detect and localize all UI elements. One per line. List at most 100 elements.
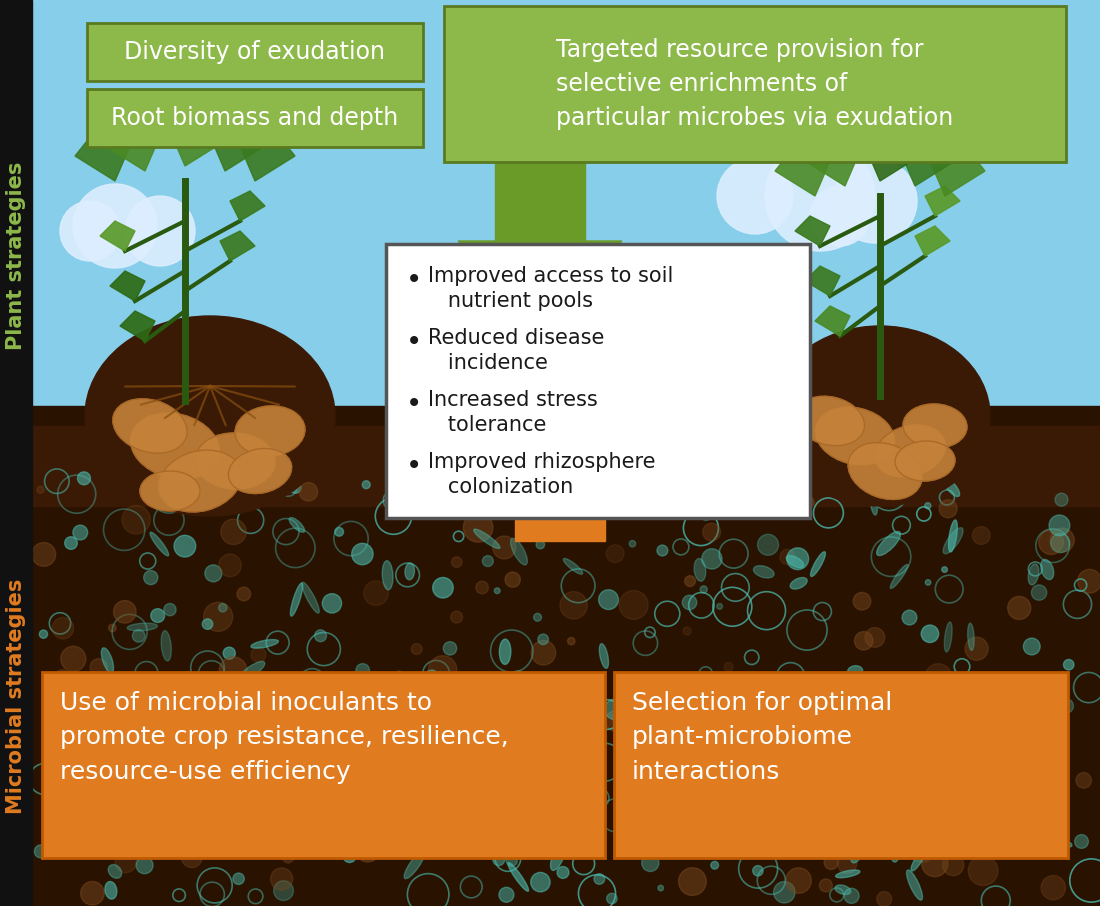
Polygon shape	[805, 136, 860, 186]
Circle shape	[283, 853, 294, 863]
Circle shape	[450, 708, 468, 726]
Circle shape	[606, 893, 617, 904]
Circle shape	[886, 766, 894, 776]
Text: Increased stress
   tolerance: Increased stress tolerance	[428, 390, 597, 435]
Circle shape	[773, 882, 795, 903]
Circle shape	[219, 723, 249, 752]
Polygon shape	[478, 371, 642, 441]
Ellipse shape	[944, 478, 959, 496]
Ellipse shape	[911, 805, 939, 824]
Circle shape	[182, 847, 202, 868]
Circle shape	[700, 586, 707, 593]
Circle shape	[223, 647, 235, 660]
Circle shape	[428, 656, 456, 684]
Circle shape	[613, 707, 641, 735]
Circle shape	[645, 780, 656, 792]
Circle shape	[494, 588, 501, 593]
Circle shape	[970, 752, 982, 763]
Circle shape	[672, 790, 685, 804]
FancyBboxPatch shape	[42, 672, 605, 858]
Circle shape	[704, 726, 718, 738]
Circle shape	[757, 709, 770, 723]
Circle shape	[854, 593, 871, 610]
Ellipse shape	[499, 639, 510, 664]
Circle shape	[552, 672, 564, 685]
Circle shape	[605, 699, 625, 719]
Ellipse shape	[877, 532, 901, 555]
Circle shape	[927, 789, 939, 802]
Circle shape	[865, 628, 884, 647]
Circle shape	[629, 541, 636, 547]
Circle shape	[497, 754, 510, 766]
Ellipse shape	[240, 661, 265, 680]
Circle shape	[419, 730, 446, 757]
Circle shape	[724, 662, 734, 671]
Circle shape	[832, 681, 846, 696]
Circle shape	[711, 730, 738, 758]
Circle shape	[251, 647, 266, 662]
Polygon shape	[776, 146, 830, 196]
Polygon shape	[795, 216, 830, 246]
Circle shape	[942, 567, 947, 573]
Ellipse shape	[645, 734, 669, 744]
Circle shape	[772, 807, 789, 824]
Circle shape	[90, 659, 108, 676]
Circle shape	[683, 627, 691, 635]
Text: Root biomass and depth: Root biomass and depth	[111, 106, 398, 130]
Bar	[32, 406, 1100, 906]
Circle shape	[174, 535, 196, 557]
Circle shape	[392, 814, 412, 834]
Circle shape	[1076, 773, 1091, 788]
Circle shape	[355, 837, 380, 862]
Circle shape	[534, 613, 541, 622]
Circle shape	[922, 851, 948, 877]
Circle shape	[939, 500, 957, 518]
Circle shape	[530, 872, 550, 892]
Circle shape	[1003, 792, 1021, 810]
Circle shape	[891, 707, 906, 722]
Circle shape	[606, 545, 624, 563]
Circle shape	[151, 609, 165, 622]
Circle shape	[943, 854, 964, 876]
Circle shape	[322, 593, 342, 613]
Circle shape	[1023, 638, 1041, 655]
Ellipse shape	[848, 442, 922, 499]
Polygon shape	[930, 146, 984, 196]
Circle shape	[34, 845, 47, 858]
Circle shape	[480, 679, 493, 691]
Circle shape	[60, 646, 86, 671]
Text: Use of microbial inoculants to
promote crop resistance, resilience,
resource-use: Use of microbial inoculants to promote c…	[60, 691, 508, 784]
Circle shape	[132, 630, 145, 642]
Circle shape	[60, 201, 120, 261]
FancyBboxPatch shape	[614, 672, 1068, 858]
Ellipse shape	[968, 623, 975, 651]
Text: •: •	[406, 452, 422, 480]
Circle shape	[113, 601, 136, 623]
Circle shape	[796, 479, 811, 493]
Polygon shape	[75, 131, 130, 181]
Circle shape	[780, 549, 795, 564]
Circle shape	[717, 158, 793, 234]
Circle shape	[109, 624, 117, 631]
Ellipse shape	[906, 870, 923, 901]
Polygon shape	[815, 306, 850, 336]
Bar	[515, 441, 605, 541]
Circle shape	[538, 634, 549, 644]
Ellipse shape	[911, 850, 925, 871]
Circle shape	[847, 771, 874, 797]
Ellipse shape	[382, 561, 393, 590]
Circle shape	[703, 524, 720, 541]
Circle shape	[998, 708, 1008, 718]
FancyBboxPatch shape	[386, 244, 810, 518]
Circle shape	[205, 564, 222, 582]
Circle shape	[1041, 875, 1066, 900]
Circle shape	[396, 496, 416, 516]
Circle shape	[791, 491, 799, 498]
Circle shape	[921, 625, 938, 642]
Circle shape	[822, 776, 842, 795]
Circle shape	[65, 536, 77, 549]
Circle shape	[972, 526, 990, 545]
Polygon shape	[230, 191, 265, 221]
Circle shape	[1038, 530, 1064, 554]
Circle shape	[786, 548, 808, 570]
